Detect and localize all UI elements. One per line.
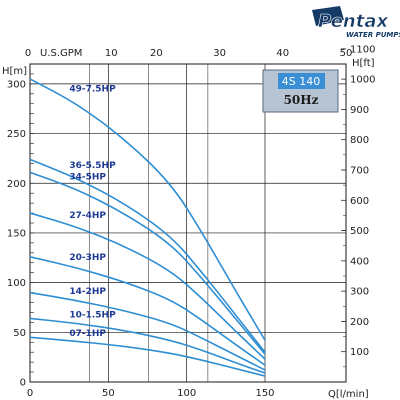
- tick-label-ft: 500: [350, 226, 369, 237]
- grid: [29, 64, 346, 383]
- tick-label-x: 150: [255, 388, 274, 399]
- frequency-label: 50Hz: [284, 93, 319, 107]
- tick-label-ft: 300: [350, 287, 369, 298]
- tick-label-y: 200: [7, 179, 26, 190]
- logo-emblem-icon: [312, 6, 344, 26]
- curve-10-1.5HP: [29, 317, 266, 374]
- tick-label-y: 0: [20, 378, 26, 389]
- tick-label-y: 300: [7, 79, 26, 90]
- model-name: 4S 140: [282, 75, 320, 88]
- tick-label-gpm: 30: [213, 48, 226, 59]
- curve-49-7.5HP: [29, 78, 266, 341]
- tick-label-ft: 900: [350, 105, 369, 116]
- tick-label-ft: 400: [350, 256, 369, 267]
- tick-label-y: 250: [7, 129, 26, 140]
- tick-label-gpm: 50: [340, 48, 353, 59]
- model-box: 4S 140 50Hz: [262, 69, 339, 113]
- curve-27-4HP: [29, 212, 266, 360]
- curve-label-34-5HP: 34-5HP: [69, 172, 106, 182]
- curve-label-14-2HP: 14-2HP: [69, 287, 106, 297]
- curve-20-3HP: [29, 256, 266, 366]
- tick-label-ft: 800: [350, 135, 369, 146]
- tick-label-y: 50: [13, 328, 26, 339]
- y-axis-title: H[m]: [2, 66, 27, 77]
- tick-label-gpm: 0: [25, 48, 31, 59]
- curve-label-27-4HP: 27-4HP: [69, 211, 106, 221]
- y2-axis-title: H[ft]: [352, 58, 375, 69]
- logo-tagline: WATER PUMPS: [346, 31, 400, 39]
- curve-label-49-7.5HP: 49-7.5HP: [69, 84, 116, 94]
- tick-label-x: 100: [177, 388, 196, 399]
- tick-label-y: 150: [7, 228, 26, 239]
- tick-label-x: 50: [102, 388, 115, 399]
- curves: [29, 78, 266, 377]
- curve-label-20-3HP: 20-3HP: [69, 253, 106, 263]
- tick-label-ft: 100: [350, 347, 369, 358]
- pentax-logo: Pentax WATER PUMPS: [312, 6, 400, 39]
- logo-text: Pentax: [318, 11, 389, 32]
- tick-label-y: 100: [7, 278, 26, 289]
- tick-label-ft: 600: [350, 196, 369, 207]
- x2-axis-title: U.S.GPM: [40, 48, 82, 59]
- tick-label-ft: 200: [350, 317, 369, 328]
- curve-36-5.5HP: [29, 158, 266, 353]
- tick-label-gpm: 20: [150, 48, 163, 59]
- axis-ticks: 1002003004005006007008009001000110005010…: [7, 44, 376, 399]
- curve-label-36-5.5HP: 36-5.5HP: [69, 161, 116, 171]
- tick-label-gpm: 40: [276, 48, 289, 59]
- curve-34-5HP: [29, 171, 266, 355]
- curve-label-07-1HP: 07-1HP: [69, 329, 106, 339]
- curve-07-1HP: [29, 336, 266, 377]
- model-badge: [278, 73, 325, 89]
- tick-label-ft: 700: [350, 165, 369, 176]
- tick-label-x: 0: [27, 388, 33, 399]
- x-axis-title: Q[l/min]: [328, 389, 369, 400]
- curve-14-2HP: [29, 291, 266, 371]
- tick-label-gpm: 10: [105, 48, 118, 59]
- curve-label-10-1.5HP: 10-1.5HP: [69, 311, 116, 321]
- tick-label-ft: 1100: [350, 44, 375, 55]
- tick-label-ft: 1000: [350, 75, 375, 86]
